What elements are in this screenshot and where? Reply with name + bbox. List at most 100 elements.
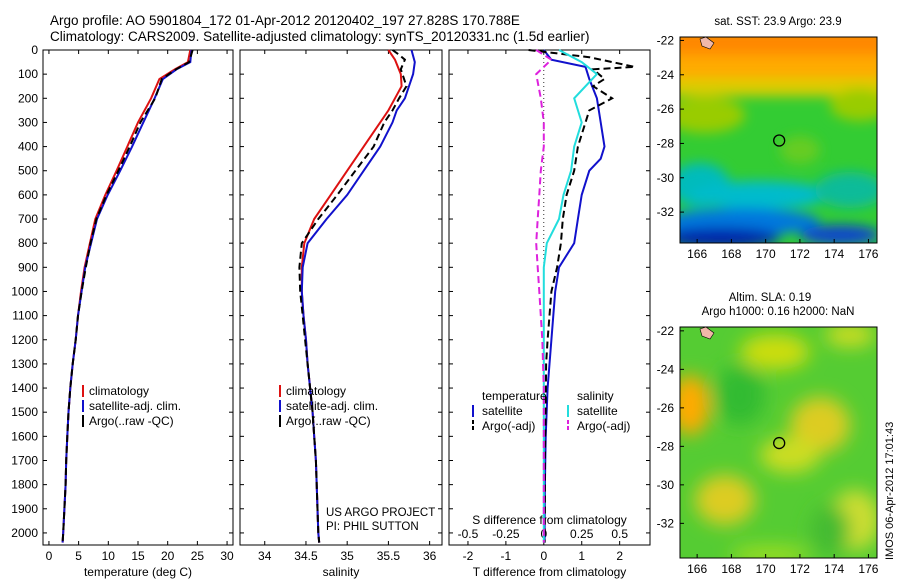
argo-position-marker <box>773 436 786 450</box>
map-y-tick-label: -22 <box>657 324 675 338</box>
s-diff-axis-label: S difference from climatology <box>472 513 627 527</box>
panel-frame-differences <box>448 49 651 546</box>
legend-label-diff: Argo(-adj) <box>482 419 535 433</box>
x-tick-label-temperature: 5 <box>75 549 82 563</box>
map-y-tick-label: -24 <box>657 362 675 376</box>
sst-map-field <box>680 37 877 243</box>
series-line-differences-2 <box>542 49 599 543</box>
imos-timestamp: IMOS 06-Apr-2012 17:01:43 <box>884 421 896 560</box>
map-y-tick-label: -26 <box>657 401 675 415</box>
y-tick-label: 400 <box>18 140 38 154</box>
legend-group-title: salinity <box>577 389 614 403</box>
legend-label-diff: satellite <box>482 404 523 418</box>
sla-map-field <box>680 327 877 558</box>
legend-label-diff: Argo(-adj) <box>577 419 630 433</box>
series-line-differences-0 <box>543 49 606 543</box>
x-tick-label-salinity: 34 <box>258 549 272 563</box>
profile-title: Argo profile: AO 5901804_172 01-Apr-2012… <box>50 13 520 28</box>
y-tick-label: 1900 <box>11 502 38 516</box>
legend-label-salinity: Argo(..raw -QC) <box>286 414 371 428</box>
y-tick-label: 700 <box>18 212 38 226</box>
x-tick-label-temperature: 0 <box>46 549 53 563</box>
map-y-tick-label: -26 <box>657 102 675 116</box>
s-diff-tick-label: 0.5 <box>611 527 628 541</box>
y-tick-label: 1300 <box>11 357 38 371</box>
series-line-temperature-2 <box>61 49 194 543</box>
y-tick-label: 800 <box>18 236 38 250</box>
series-line-temperature-1 <box>61 49 193 543</box>
map-frame-sst_map <box>679 36 878 244</box>
y-tick-label: 200 <box>18 91 38 105</box>
island-shape <box>699 326 715 340</box>
y-tick-label: 500 <box>18 164 38 178</box>
y-tick-label: 1500 <box>11 405 38 419</box>
map-frame-sla_map <box>679 326 878 559</box>
y-tick-label: 2000 <box>11 526 38 540</box>
y-tick-label: 600 <box>18 188 38 202</box>
map-y-tick-label: -28 <box>657 439 675 453</box>
x-tick-label-temperature: 20 <box>161 549 175 563</box>
y-tick-label: 300 <box>18 115 38 129</box>
s-diff-tick-label: -0.25 <box>492 527 520 541</box>
x-tick-label-salinity: 34.5 <box>294 549 318 563</box>
map-y-tick-label: -30 <box>657 478 675 492</box>
map-x-tick-label: 166 <box>687 247 707 261</box>
y-tick-label: 1600 <box>11 429 38 443</box>
map-x-tick-label: 172 <box>790 562 810 576</box>
legend-label-temperature: climatology <box>89 384 149 398</box>
x-tick-label-salinity: 36 <box>423 549 437 563</box>
map-x-tick-label: 168 <box>721 247 741 261</box>
y-tick-label: 1000 <box>11 284 38 298</box>
y-tick-label: 100 <box>18 67 38 81</box>
x-tick-label-temperature: 25 <box>191 549 205 563</box>
map-x-tick-label: 172 <box>790 247 810 261</box>
map-y-tick-label: -28 <box>657 136 675 150</box>
legend-label-salinity: satellite-adj. clim. <box>286 399 378 413</box>
x-tick-label-temperature: 10 <box>102 549 116 563</box>
map-x-tick-label: 176 <box>858 247 878 261</box>
map-y-tick-label: -22 <box>657 33 675 47</box>
map-x-tick-label: 168 <box>721 562 741 576</box>
map-y-tick-label: -32 <box>657 205 675 219</box>
s-diff-tick-label: 0.25 <box>570 527 594 541</box>
legend-label-diff: satellite <box>577 404 618 418</box>
argo-position-marker <box>773 134 786 147</box>
series-line-salinity-2 <box>298 49 408 543</box>
series-line-salinity-1 <box>300 49 416 543</box>
panel-frame-salinity <box>239 49 443 546</box>
map-x-tick-label: 176 <box>858 562 878 576</box>
x-axis-label-salinity: salinity <box>323 565 360 579</box>
project-annotation: US ARGO PROJECT <box>326 507 435 519</box>
map-y-tick-label: -30 <box>657 171 675 185</box>
x-tick-label-differences: 0 <box>540 549 547 563</box>
map-x-tick-label: 170 <box>756 562 776 576</box>
sla-map-title-1: Altim. SLA: 0.19 <box>729 292 811 304</box>
map-y-tick-label: -32 <box>657 516 675 530</box>
y-tick-label: 1800 <box>11 478 38 492</box>
legend-label-temperature: satellite-adj. clim. <box>89 399 181 413</box>
map-x-tick-label: 174 <box>824 247 844 261</box>
x-tick-label-temperature: 30 <box>220 549 234 563</box>
legend-label-temperature: Argo(..raw -QC) <box>89 414 174 428</box>
s-diff-tick-label: -0.5 <box>458 527 479 541</box>
y-tick-label: 1100 <box>12 309 38 323</box>
y-tick-label: 1400 <box>11 381 38 395</box>
sla-map-title-2: Argo h1000: 0.16 h2000: NaN <box>702 306 855 318</box>
x-axis-label-differences: T difference from climatology <box>473 565 627 579</box>
series-line-differences-3 <box>535 49 554 543</box>
x-tick-label-differences: -2 <box>463 549 474 563</box>
x-axis-label-temperature: temperature (deg C) <box>84 565 192 579</box>
sst-map-title: sat. SST: 23.9 Argo: 23.9 <box>714 16 841 28</box>
x-tick-label-differences: 2 <box>616 549 623 563</box>
island-shape <box>699 36 715 50</box>
y-tick-label: 0 <box>31 43 38 57</box>
map-x-tick-label: 174 <box>824 562 844 576</box>
legend-group-title: temperature <box>482 389 547 403</box>
map-x-tick-label: 170 <box>756 247 776 261</box>
x-tick-label-salinity: 35 <box>341 549 355 563</box>
map-y-tick-label: -24 <box>657 68 675 82</box>
map-x-tick-label: 166 <box>687 562 707 576</box>
x-tick-label-differences: 1 <box>578 549 585 563</box>
series-line-differences-1 <box>528 49 636 543</box>
pi-annotation: PI: PHIL SUTTON <box>326 521 419 533</box>
